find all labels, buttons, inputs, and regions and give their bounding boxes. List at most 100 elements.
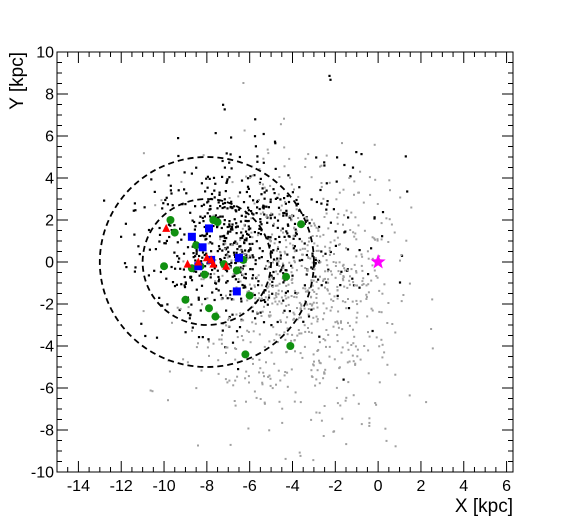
black-point — [269, 200, 272, 204]
black-point — [258, 181, 262, 184]
red-triangle-marker — [183, 259, 192, 268]
grey-point — [251, 321, 254, 324]
black-point — [178, 308, 181, 312]
grey-point — [208, 340, 210, 343]
green-circle-marker — [181, 295, 190, 304]
grey-point — [332, 300, 335, 302]
black-point — [223, 166, 226, 169]
black-point — [158, 240, 161, 243]
grey-point — [363, 345, 366, 347]
grey-point — [226, 254, 229, 257]
grey-point — [253, 284, 256, 287]
black-point — [179, 267, 182, 270]
grey-point — [311, 235, 314, 237]
grey-point — [259, 398, 262, 400]
grey-point — [367, 283, 370, 286]
grey-point — [176, 306, 179, 309]
black-point — [256, 155, 259, 158]
grey-point — [186, 361, 189, 364]
green-circle-marker — [241, 350, 250, 359]
black-point — [169, 189, 172, 192]
black-point — [326, 203, 329, 206]
black-point — [272, 270, 275, 274]
green-circle-marker — [245, 291, 254, 300]
grey-point — [425, 401, 428, 404]
grey-point — [325, 329, 328, 331]
grey-point — [284, 457, 287, 460]
green-circle-marker — [282, 272, 291, 281]
grey-point — [325, 345, 327, 348]
black-point — [245, 237, 248, 240]
background-points — [103, 74, 434, 462]
grey-point — [286, 371, 289, 374]
black-point — [305, 253, 308, 257]
grey-point — [315, 235, 318, 237]
grey-point — [225, 351, 227, 354]
black-point — [318, 225, 321, 228]
grey-point — [285, 350, 288, 353]
grey-point — [245, 175, 248, 178]
black-point — [244, 277, 247, 280]
black-point — [343, 231, 346, 234]
grey-point — [279, 319, 282, 322]
grey-point — [286, 327, 289, 330]
grey-point — [182, 260, 185, 263]
grey-point — [373, 237, 376, 240]
grey-point — [326, 289, 329, 292]
grey-point — [349, 275, 351, 278]
grey-point — [356, 355, 359, 358]
black-point — [222, 103, 225, 106]
grey-point — [326, 288, 329, 291]
black-point — [261, 206, 264, 209]
grey-point — [284, 294, 287, 297]
grey-point — [283, 374, 286, 377]
black-point — [200, 204, 203, 208]
black-point — [167, 223, 170, 226]
black-point — [177, 260, 180, 263]
grey-point — [355, 238, 358, 241]
grey-point — [320, 419, 323, 422]
black-point — [155, 336, 159, 339]
grey-point — [279, 209, 282, 212]
black-point — [205, 232, 208, 236]
black-point — [262, 132, 265, 136]
grey-point — [400, 254, 403, 256]
black-point — [221, 329, 224, 332]
grey-point — [345, 209, 348, 212]
grey-point — [262, 371, 265, 374]
black-point — [264, 300, 267, 304]
grey-point — [266, 148, 269, 151]
black-point — [223, 219, 226, 222]
grey-point — [324, 245, 327, 248]
grey-point — [332, 261, 335, 263]
x-tick-label: 4 — [459, 478, 468, 495]
grey-point — [278, 265, 281, 267]
black-point — [292, 237, 295, 240]
grey-point — [293, 227, 296, 230]
grey-point — [348, 279, 351, 282]
grey-point — [299, 401, 302, 404]
grey-point — [195, 346, 198, 349]
black-point — [290, 264, 293, 267]
grey-point — [191, 329, 193, 332]
grey-point — [381, 292, 384, 295]
black-point — [334, 230, 337, 233]
black-point — [191, 326, 194, 329]
black-point — [274, 167, 277, 170]
grey-point — [339, 273, 342, 275]
black-point — [226, 225, 229, 229]
black-point — [274, 238, 277, 241]
grey-point — [282, 231, 285, 234]
black-point — [213, 196, 216, 199]
black-point — [243, 238, 246, 241]
grey-point — [310, 176, 313, 179]
y-tick-label: -6 — [40, 381, 54, 398]
black-point — [236, 248, 239, 251]
y-tick-label: 6 — [45, 129, 54, 146]
green-circle-marker — [213, 218, 222, 227]
x-tick-label: 6 — [502, 478, 511, 495]
black-point — [213, 267, 216, 270]
grey-point — [350, 268, 353, 271]
black-point — [192, 252, 195, 255]
black-point — [247, 219, 250, 223]
